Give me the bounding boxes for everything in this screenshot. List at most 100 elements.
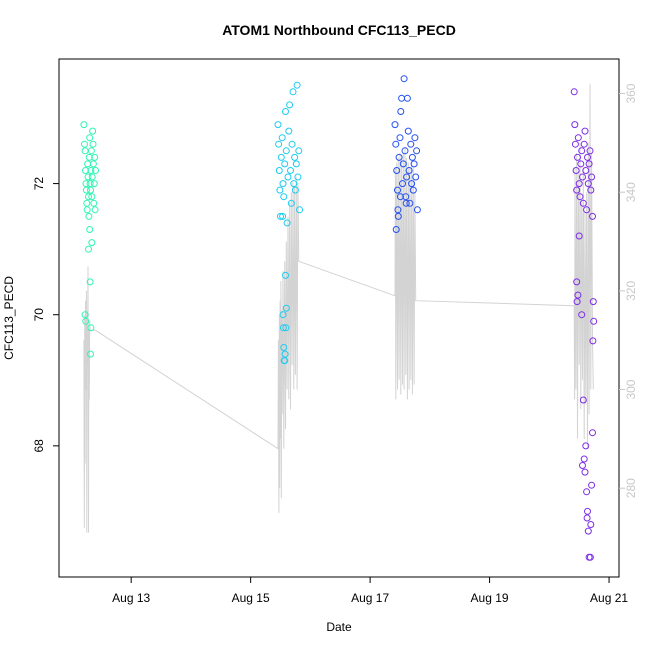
y2-tick-label: 340 bbox=[624, 182, 638, 202]
data-point bbox=[293, 81, 301, 89]
data-point bbox=[396, 193, 404, 201]
data-point bbox=[572, 167, 580, 174]
data-point bbox=[408, 153, 416, 161]
data-point bbox=[410, 160, 418, 168]
secondary-series-layer bbox=[83, 83, 594, 533]
data-point bbox=[92, 167, 99, 174]
data-point bbox=[86, 134, 94, 142]
data-point bbox=[400, 75, 408, 83]
data-point bbox=[82, 180, 90, 188]
data-point bbox=[392, 140, 400, 148]
data-point bbox=[411, 134, 419, 142]
data-point bbox=[581, 468, 589, 476]
x-tick-label: Aug 13 bbox=[112, 591, 150, 605]
data-point bbox=[91, 153, 99, 161]
data-point bbox=[275, 140, 283, 148]
data-point bbox=[83, 199, 91, 207]
data-point bbox=[279, 180, 287, 188]
data-point bbox=[574, 153, 581, 161]
data-point bbox=[579, 462, 586, 469]
y-tick-label: 72 bbox=[32, 177, 46, 191]
data-point bbox=[588, 173, 596, 181]
series-4 bbox=[570, 88, 598, 561]
data-point bbox=[584, 527, 592, 535]
data-point bbox=[87, 324, 95, 332]
data-point bbox=[87, 147, 95, 155]
x-axis-label: Date bbox=[326, 620, 352, 634]
data-point bbox=[575, 232, 583, 240]
y-tick-label: 68 bbox=[32, 439, 46, 453]
data-point bbox=[394, 186, 401, 194]
data-point bbox=[85, 245, 92, 253]
data-point bbox=[278, 134, 286, 142]
data-point bbox=[85, 193, 92, 201]
data-point bbox=[85, 212, 93, 220]
data-point bbox=[279, 324, 287, 332]
data-point bbox=[281, 350, 289, 358]
data-point bbox=[407, 140, 415, 148]
data-point bbox=[82, 317, 90, 325]
data-point bbox=[81, 140, 88, 148]
data-point bbox=[413, 206, 421, 214]
data-point bbox=[294, 173, 302, 181]
series-1 bbox=[80, 121, 99, 358]
data-point bbox=[586, 553, 594, 561]
data-point bbox=[90, 199, 98, 207]
data-point bbox=[589, 298, 597, 306]
data-point bbox=[287, 199, 295, 207]
y2-tick-label: 320 bbox=[624, 281, 638, 301]
data-point bbox=[282, 271, 289, 279]
x-tick-label: Aug 19 bbox=[471, 591, 509, 605]
data-point bbox=[284, 173, 292, 181]
data-point bbox=[571, 140, 579, 148]
data-point bbox=[276, 186, 284, 194]
data-point bbox=[89, 160, 97, 168]
data-point bbox=[287, 167, 294, 174]
data-point bbox=[412, 173, 420, 181]
data-point bbox=[406, 199, 414, 207]
data-point bbox=[405, 167, 413, 174]
data-point bbox=[584, 153, 591, 161]
data-point bbox=[396, 134, 404, 142]
data-point bbox=[587, 186, 595, 194]
data-point bbox=[571, 121, 579, 129]
data-point bbox=[573, 298, 581, 306]
series-2 bbox=[274, 81, 304, 365]
data-point bbox=[82, 186, 90, 194]
data-point bbox=[274, 121, 282, 129]
data-point bbox=[393, 167, 401, 174]
data-point bbox=[282, 108, 289, 115]
data-point bbox=[394, 206, 402, 214]
x-tick-label: Aug 21 bbox=[590, 591, 628, 605]
data-point bbox=[82, 167, 89, 174]
data-point bbox=[402, 199, 410, 207]
data-point bbox=[574, 134, 582, 142]
data-point bbox=[88, 173, 96, 181]
data-point bbox=[89, 140, 97, 148]
data-point bbox=[87, 186, 94, 194]
data-point bbox=[589, 337, 597, 345]
data-point bbox=[86, 180, 94, 188]
y2-tick-label: 300 bbox=[624, 379, 638, 399]
y2-tick-label: 280 bbox=[624, 478, 638, 498]
data-point bbox=[292, 160, 300, 168]
data-point bbox=[581, 127, 589, 135]
data-point bbox=[392, 226, 400, 233]
data-point bbox=[587, 521, 595, 528]
data-point bbox=[576, 193, 584, 201]
data-point bbox=[589, 212, 596, 220]
y-tick-label: 70 bbox=[32, 308, 46, 322]
plot-frame bbox=[58, 58, 620, 578]
data-point bbox=[408, 180, 416, 188]
data-point bbox=[579, 173, 586, 181]
data-point bbox=[399, 160, 407, 168]
data-point bbox=[281, 160, 289, 168]
data-point bbox=[87, 167, 95, 174]
data-point bbox=[282, 324, 290, 332]
data-point bbox=[582, 442, 590, 450]
data-point bbox=[577, 160, 585, 168]
data-point bbox=[586, 147, 594, 155]
data-point bbox=[397, 108, 405, 115]
data-point bbox=[590, 317, 598, 325]
points-layer bbox=[80, 75, 598, 561]
